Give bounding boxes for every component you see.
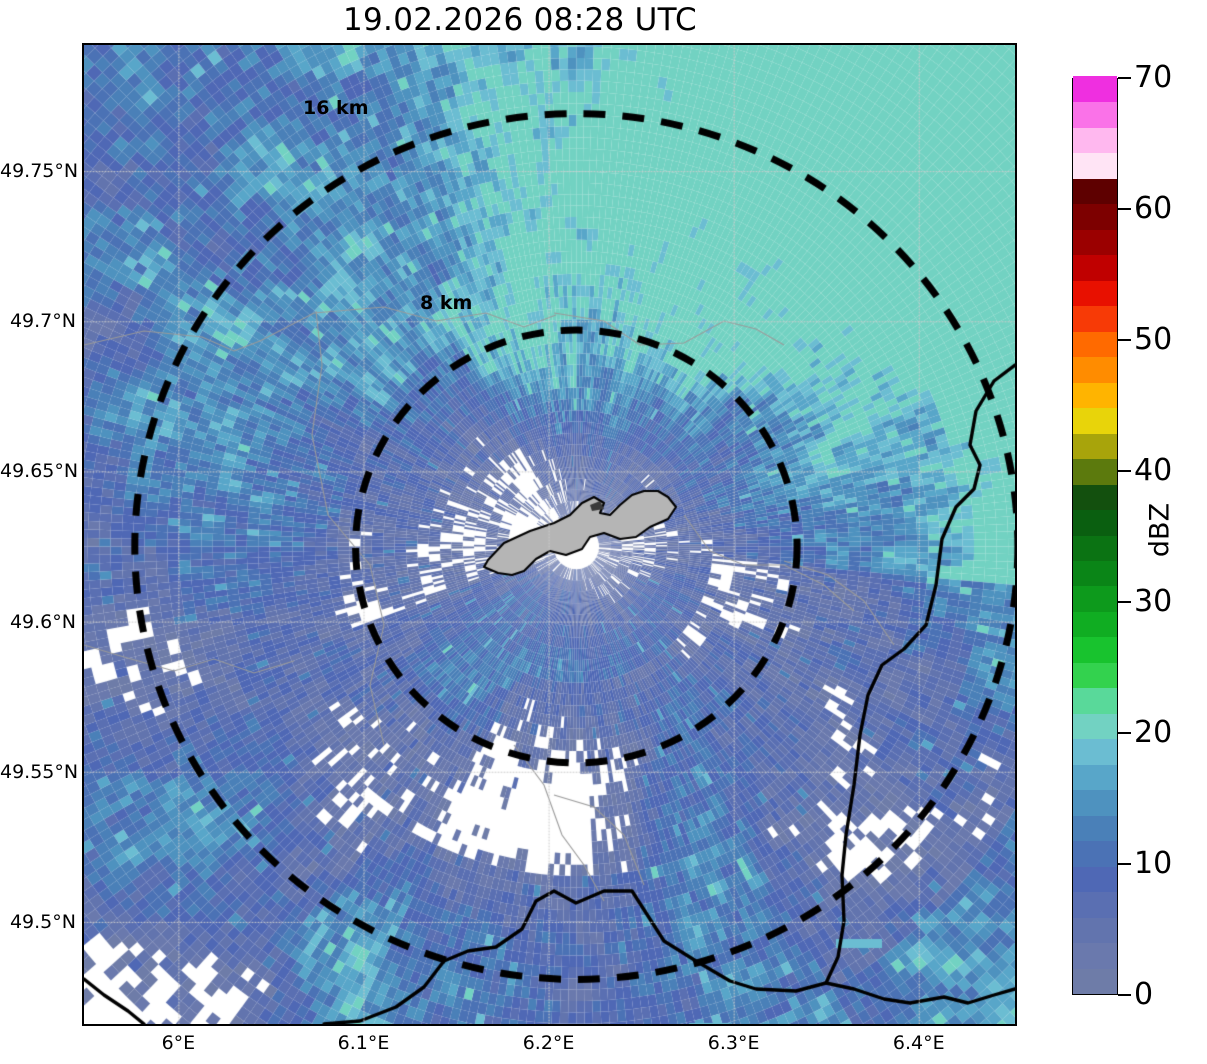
colorbar-band <box>1073 178 1117 205</box>
colorbar-band <box>1073 560 1117 587</box>
radar-reflectivity-canvas[interactable] <box>84 45 1015 1024</box>
colorbar-tick-label-10: 10 <box>1134 846 1173 881</box>
colorbar-band <box>1073 917 1117 944</box>
colorbar-tick-label-30: 30 <box>1134 584 1173 619</box>
colorbar-band <box>1073 331 1117 358</box>
colorbar-band <box>1073 738 1117 765</box>
colorbar-band <box>1073 840 1117 867</box>
colorbar-band <box>1073 611 1117 638</box>
colorbar-gradient <box>1072 76 1118 995</box>
colorbar-tick-label-60: 60 <box>1134 191 1173 226</box>
y-axis-tick-4: 49.55°N <box>0 760 79 783</box>
colorbar-tick-label-20: 20 <box>1134 715 1173 750</box>
colorbar-title: dBZ <box>1144 502 1176 558</box>
colorbar-tick-mark <box>1118 601 1131 603</box>
colorbar-band <box>1073 127 1117 154</box>
colorbar-tick-mark <box>1118 732 1131 734</box>
colorbar-band <box>1073 866 1117 893</box>
colorbar-band <box>1073 942 1117 969</box>
colorbar-tick-mark <box>1118 339 1131 341</box>
colorbar-tick-mark <box>1118 208 1131 210</box>
colorbar-band <box>1073 713 1117 740</box>
colorbar-band <box>1073 254 1117 281</box>
colorbar-band <box>1073 382 1117 409</box>
colorbar-tick-label-50: 50 <box>1134 322 1173 357</box>
colorbar-band <box>1073 764 1117 791</box>
colorbar-tick-mark <box>1118 863 1131 865</box>
colorbar-band <box>1073 152 1117 179</box>
colorbar-band <box>1073 407 1117 434</box>
x-axis-tick-0: 6°E <box>161 1032 196 1054</box>
colorbar-band <box>1073 229 1117 256</box>
range-ring-label-8km: 8 km <box>420 292 473 314</box>
colorbar-band <box>1073 483 1117 511</box>
colorbar-band <box>1073 305 1117 332</box>
page-title: 19.02.2026 08:28 UTC <box>343 2 697 38</box>
colorbar-tick-mark <box>1118 470 1131 472</box>
y-axis-tick-5: 49.5°N <box>9 910 76 933</box>
colorbar[interactable] <box>1072 76 1118 995</box>
colorbar-band <box>1073 356 1117 383</box>
colorbar-tick-mark <box>1118 994 1131 996</box>
radar-plot-area[interactable] <box>82 43 1017 1026</box>
colorbar-tick-mark <box>1118 77 1131 79</box>
colorbar-band <box>1073 534 1117 561</box>
y-axis-tick-0: 49.75°N <box>0 160 79 183</box>
colorbar-band <box>1073 967 1117 994</box>
colorbar-tick-label-70: 70 <box>1134 60 1173 95</box>
colorbar-band <box>1073 458 1117 485</box>
colorbar-band <box>1073 433 1117 460</box>
x-axis-tick-1: 6.1°E <box>337 1032 390 1054</box>
colorbar-band <box>1073 636 1117 663</box>
colorbar-band <box>1073 662 1117 689</box>
colorbar-band <box>1073 280 1117 307</box>
range-ring-label-16km: 16 km <box>303 97 369 119</box>
colorbar-band <box>1073 509 1117 536</box>
colorbar-band <box>1073 203 1117 230</box>
x-axis-tick-4: 6.4°E <box>892 1032 945 1054</box>
colorbar-tick-label-40: 40 <box>1134 453 1173 488</box>
colorbar-band <box>1073 891 1117 918</box>
colorbar-band <box>1073 789 1117 816</box>
colorbar-band <box>1073 815 1117 842</box>
colorbar-band <box>1073 101 1117 128</box>
y-axis-tick-2: 49.65°N <box>0 460 79 483</box>
x-axis-tick-2: 6.2°E <box>522 1032 575 1054</box>
colorbar-band <box>1073 76 1117 103</box>
y-axis-tick-1: 49.7°N <box>9 310 76 333</box>
colorbar-band <box>1073 687 1117 714</box>
colorbar-band <box>1073 585 1117 612</box>
x-axis-tick-3: 6.3°E <box>707 1032 760 1054</box>
colorbar-tick-label-0: 0 <box>1134 977 1154 1012</box>
y-axis-tick-3: 49.6°N <box>9 610 76 633</box>
